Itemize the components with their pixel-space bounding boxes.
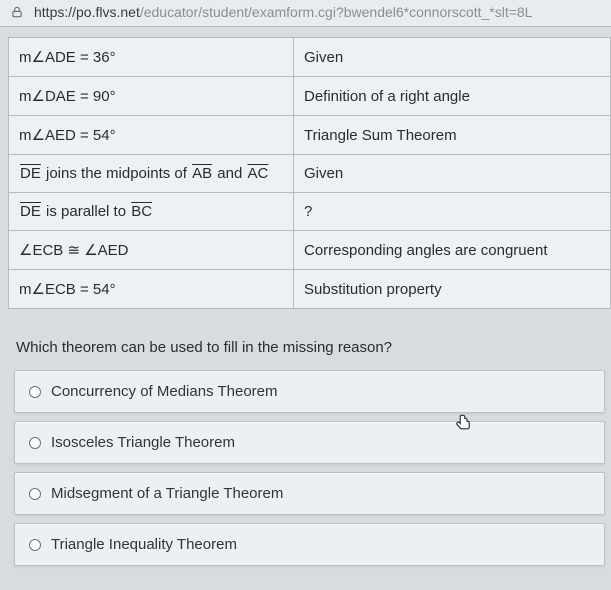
radio-icon [29, 437, 41, 449]
table-row: DE is parallel to BC? [9, 193, 611, 231]
radio-icon [29, 539, 41, 551]
option-2[interactable]: Midsegment of a Triangle Theorem [14, 472, 605, 515]
option-0[interactable]: Concurrency of Medians Theorem [14, 370, 605, 413]
reason-cell: Given [294, 38, 611, 77]
table-row: DE joins the midpoints of AB and ACGiven [9, 155, 611, 193]
statement-cell: DE is parallel to BC [9, 193, 294, 231]
content-area: m∠ADE = 36°Givenm∠DAE = 90°Definition of… [0, 27, 611, 566]
reason-cell: ? [294, 193, 611, 231]
statement-cell: ∠ECB ≅ ∠AED [9, 231, 294, 270]
statement-cell: m∠AED = 54° [9, 116, 294, 155]
table-row: m∠ECB = 54°Substitution property [9, 270, 611, 309]
url-path: /educator/student/examform.cgi?bwendel6*… [140, 4, 533, 20]
statement-cell: DE joins the midpoints of AB and AC [9, 155, 294, 193]
url-text: https://po.flvs.net/educator/student/exa… [34, 4, 532, 20]
statement-cell: m∠DAE = 90° [9, 77, 294, 116]
proof-table-body: m∠ADE = 36°Givenm∠DAE = 90°Definition of… [9, 38, 611, 309]
option-3[interactable]: Triangle Inequality Theorem [14, 523, 605, 566]
question-text: Which theorem can be used to fill in the… [8, 309, 611, 370]
table-row: ∠ECB ≅ ∠AEDCorresponding angles are cong… [9, 231, 611, 270]
reason-cell: Given [294, 155, 611, 193]
table-row: m∠AED = 54°Triangle Sum Theorem [9, 116, 611, 155]
lock-icon [10, 5, 24, 19]
reason-cell: Triangle Sum Theorem [294, 116, 611, 155]
radio-icon [29, 488, 41, 500]
radio-icon [29, 386, 41, 398]
table-row: m∠DAE = 90°Definition of a right angle [9, 77, 611, 116]
option-label: Isosceles Triangle Theorem [51, 434, 235, 451]
reason-cell: Substitution property [294, 270, 611, 309]
option-label: Concurrency of Medians Theorem [51, 383, 278, 400]
reason-cell: Corresponding angles are congruent [294, 231, 611, 270]
url-bar: https://po.flvs.net/educator/student/exa… [0, 0, 611, 27]
reason-cell: Definition of a right angle [294, 77, 611, 116]
option-label: Midsegment of a Triangle Theorem [51, 485, 283, 502]
option-1[interactable]: Isosceles Triangle Theorem [14, 421, 605, 464]
url-host: https://po.flvs.net [34, 4, 140, 20]
statement-cell: m∠ADE = 36° [9, 38, 294, 77]
option-label: Triangle Inequality Theorem [51, 536, 237, 553]
table-row: m∠ADE = 36°Given [9, 38, 611, 77]
statement-cell: m∠ECB = 54° [9, 270, 294, 309]
options-list: Concurrency of Medians Theorem Isosceles … [8, 370, 611, 566]
proof-table: m∠ADE = 36°Givenm∠DAE = 90°Definition of… [8, 37, 611, 309]
